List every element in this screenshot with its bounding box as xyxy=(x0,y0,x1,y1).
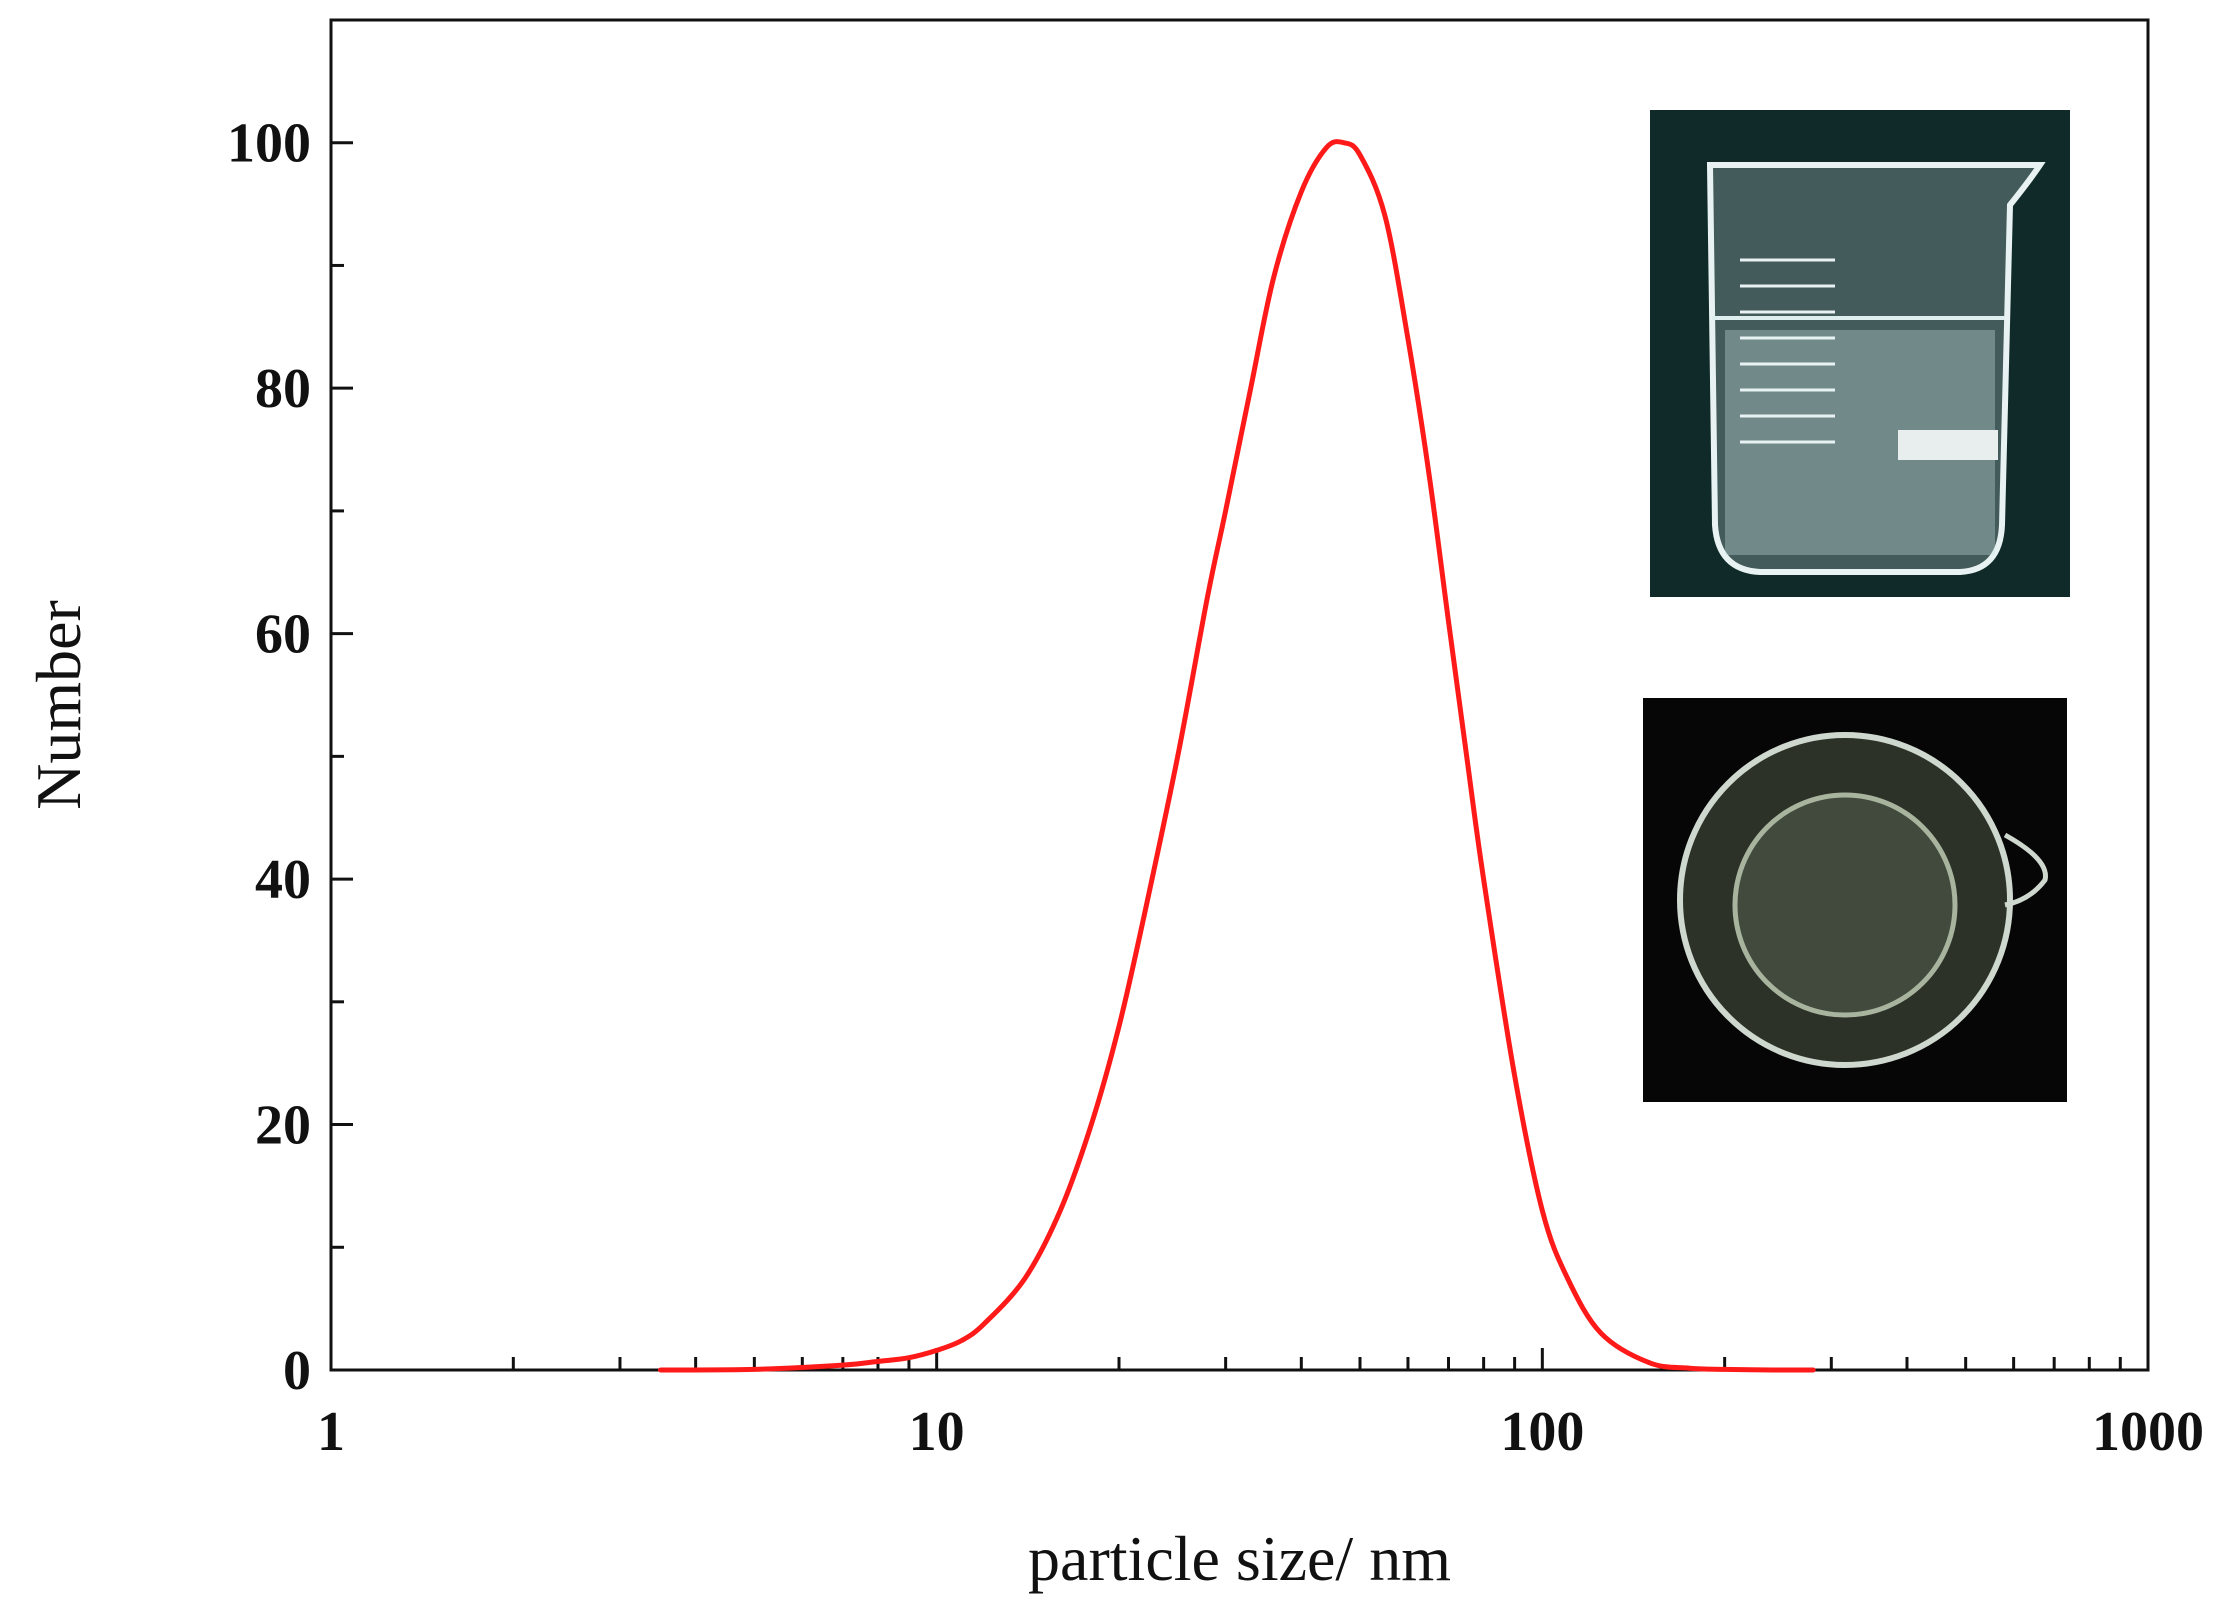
beaker-spout-icon xyxy=(2003,832,2048,908)
plot-frame xyxy=(329,18,2150,1372)
y-tick-label: 80 xyxy=(255,358,311,420)
series-line-0 xyxy=(658,139,1816,1373)
beaker-side-photo xyxy=(1650,110,2070,597)
x-tick-label: 100 xyxy=(1500,1401,1584,1463)
beaker-label-patch xyxy=(1898,430,1998,460)
y-tick-label: 40 xyxy=(255,849,311,911)
x-tick-label: 10 xyxy=(909,1401,965,1463)
beaker-rim-icon xyxy=(1677,732,2013,1068)
y-tick-label: 0 xyxy=(283,1340,311,1402)
y-tick-label: 100 xyxy=(227,113,311,175)
beaker-base-icon xyxy=(1732,792,1958,1018)
y-tick-label: 60 xyxy=(255,604,311,666)
y-axis-title: Number xyxy=(23,600,94,810)
inset-photo-background xyxy=(1643,698,2067,1102)
x-tick-label: 1 xyxy=(317,1401,345,1463)
beaker-top-photo xyxy=(1643,698,2067,1102)
beaker-outline-icon xyxy=(1706,162,2046,575)
y-tick-label: 20 xyxy=(255,1095,311,1157)
x-axis-title: particle size/ nm xyxy=(1028,1523,1451,1594)
x-tick-label: 1000 xyxy=(2092,1401,2204,1463)
